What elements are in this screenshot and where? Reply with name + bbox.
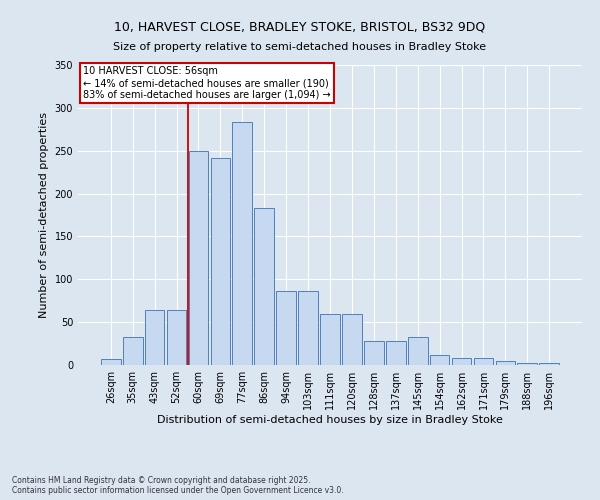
Bar [430,354,449,365]
Bar [298,292,318,365]
Bar [496,360,515,365]
Bar [211,158,230,365]
Bar [123,336,143,365]
Bar [364,341,384,365]
Bar [276,292,296,365]
Bar [188,150,208,365]
Text: 10 HARVEST CLOSE: 56sqm
← 14% of semi-detached houses are smaller (190)
83% of s: 10 HARVEST CLOSE: 56sqm ← 14% of semi-de… [83,66,331,100]
Bar [342,314,362,365]
Text: Size of property relative to semi-detached houses in Bradley Stoke: Size of property relative to semi-detach… [113,42,487,52]
Bar [145,310,164,365]
X-axis label: Distribution of semi-detached houses by size in Bradley Stoke: Distribution of semi-detached houses by … [157,414,503,424]
Y-axis label: Number of semi-detached properties: Number of semi-detached properties [39,112,49,318]
Bar [473,358,493,365]
Bar [254,208,274,365]
Bar [408,336,428,365]
Text: 10, HARVEST CLOSE, BRADLEY STOKE, BRISTOL, BS32 9DQ: 10, HARVEST CLOSE, BRADLEY STOKE, BRISTO… [115,20,485,33]
Bar [539,364,559,365]
Bar [517,364,537,365]
Bar [232,122,252,365]
Bar [320,314,340,365]
Text: Contains HM Land Registry data © Crown copyright and database right 2025.
Contai: Contains HM Land Registry data © Crown c… [12,476,344,495]
Bar [167,310,187,365]
Bar [452,358,472,365]
Bar [386,341,406,365]
Bar [101,359,121,365]
